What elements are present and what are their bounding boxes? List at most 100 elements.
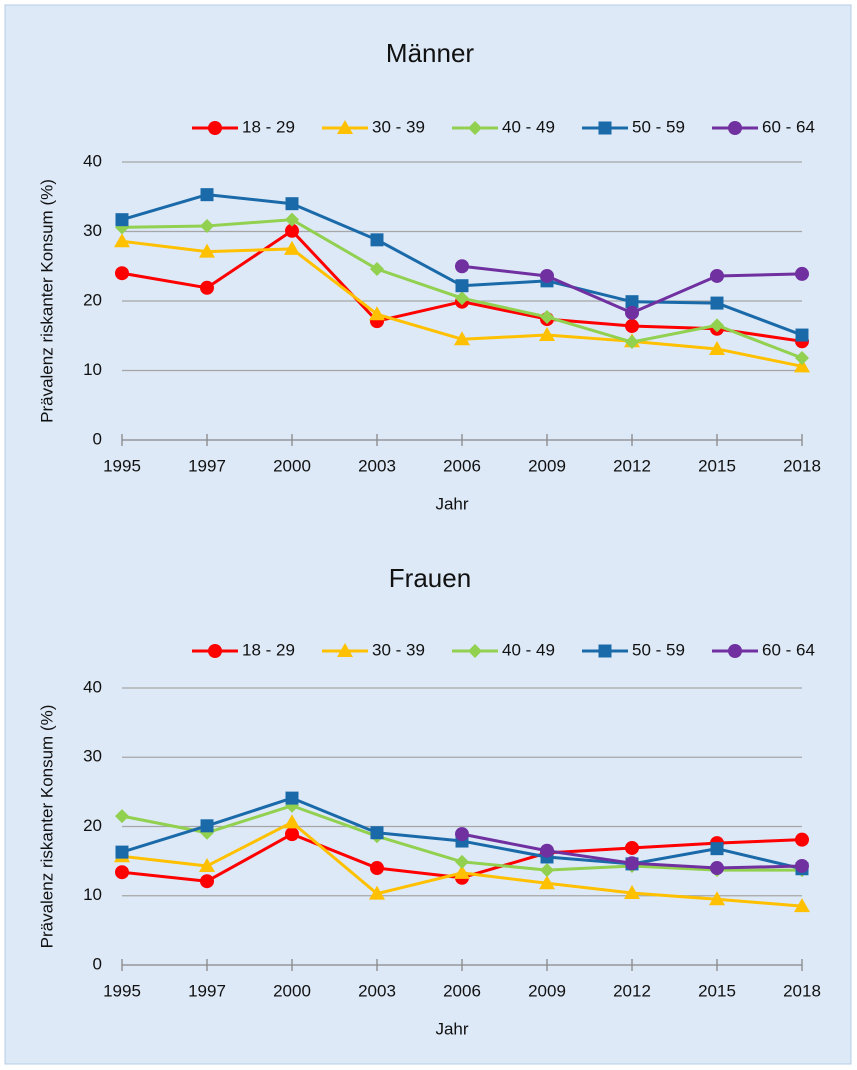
- marker: [370, 262, 384, 277]
- y-axis-title: Prävalenz riskanter Konsum (%): [37, 705, 56, 949]
- x-tick-label: 2009: [528, 456, 566, 475]
- y-axis-title: Prävalenz riskanter Konsum (%): [37, 179, 56, 423]
- legend-label: 50 - 59: [632, 117, 685, 136]
- x-tick-label: 2006: [443, 981, 481, 1000]
- y-tick-label: 10: [83, 360, 102, 379]
- x-tick-label: 2018: [783, 981, 821, 1000]
- x-tick-label: 2018: [783, 456, 821, 475]
- marker: [285, 212, 299, 227]
- legend-marker: [598, 644, 612, 658]
- marker: [540, 863, 554, 878]
- marker: [625, 840, 639, 855]
- background: [4, 4, 852, 1065]
- y-tick-label: 40: [83, 677, 102, 696]
- marker: [199, 857, 215, 872]
- x-tick-label: 2009: [528, 981, 566, 1000]
- chart-title: Männer: [386, 38, 474, 68]
- x-tick-label: 2012: [613, 981, 651, 1000]
- marker: [455, 827, 469, 842]
- x-tick-label: 1997: [188, 981, 226, 1000]
- marker: [794, 358, 810, 373]
- marker: [369, 885, 385, 900]
- y-tick-label: 10: [83, 885, 102, 904]
- marker: [200, 280, 214, 295]
- legend-marker: [598, 121, 612, 135]
- legend-label: 30 - 39: [372, 117, 425, 136]
- marker: [795, 350, 809, 365]
- x-tick-label: 2012: [613, 456, 651, 475]
- marker: [115, 213, 129, 227]
- legend-label: 60 - 64: [762, 117, 815, 136]
- marker: [200, 874, 214, 889]
- y-tick-label: 30: [83, 221, 102, 240]
- marker: [540, 268, 554, 283]
- legend-label: 50 - 59: [632, 640, 685, 659]
- marker: [795, 832, 809, 847]
- x-tick-label: 2015: [698, 456, 736, 475]
- marker: [795, 328, 809, 342]
- marker: [370, 861, 384, 876]
- marker: [710, 842, 724, 856]
- marker: [200, 819, 214, 833]
- marker: [794, 898, 810, 913]
- x-tick-label: 1995: [103, 981, 141, 1000]
- marker: [455, 291, 469, 306]
- marker: [539, 327, 555, 342]
- legend-marker: [468, 644, 482, 658]
- y-tick-label: 30: [83, 747, 102, 766]
- marker: [115, 845, 129, 859]
- marker: [285, 791, 299, 805]
- marker: [455, 279, 469, 293]
- legend-marker: [208, 644, 222, 658]
- marker: [114, 233, 130, 248]
- x-tick-label: 2015: [698, 981, 736, 1000]
- legend-label: 40 - 49: [502, 117, 555, 136]
- legend-label: 18 - 29: [242, 640, 295, 659]
- marker: [200, 218, 214, 233]
- legend-marker: [728, 121, 742, 135]
- y-tick-label: 20: [83, 816, 102, 835]
- marker: [795, 858, 809, 873]
- legend-marker: [728, 644, 742, 658]
- legend-marker: [337, 643, 353, 657]
- chart-title: Frauen: [389, 563, 471, 593]
- x-tick-label: 1995: [103, 456, 141, 475]
- x-axis-title: Jahr: [435, 1019, 468, 1038]
- marker: [455, 259, 469, 274]
- x-axis-title: Jahr: [435, 494, 468, 513]
- marker: [369, 306, 385, 321]
- legend-marker: [337, 120, 353, 134]
- marker: [710, 296, 724, 310]
- legend-marker: [208, 121, 222, 135]
- marker: [284, 240, 300, 255]
- marker: [709, 340, 725, 355]
- legend-label: 30 - 39: [372, 640, 425, 659]
- x-tick-label: 2000: [273, 456, 311, 475]
- marker: [624, 884, 640, 899]
- marker: [285, 197, 299, 211]
- y-tick-label: 20: [83, 290, 102, 309]
- marker: [115, 809, 129, 824]
- legend-label: 60 - 64: [762, 640, 815, 659]
- marker: [455, 854, 469, 869]
- marker: [115, 266, 129, 281]
- marker: [539, 875, 555, 890]
- marker: [285, 827, 299, 842]
- marker: [199, 243, 215, 258]
- x-tick-label: 2003: [358, 981, 396, 1000]
- y-tick-label: 0: [93, 429, 102, 448]
- marker: [625, 856, 639, 871]
- marker: [710, 318, 724, 333]
- marker: [795, 266, 809, 281]
- marker: [284, 814, 300, 829]
- marker: [710, 861, 724, 876]
- marker: [115, 865, 129, 880]
- marker: [200, 188, 214, 202]
- marker: [625, 319, 639, 334]
- legend-label: 18 - 29: [242, 117, 295, 136]
- marker: [625, 295, 639, 309]
- marker: [625, 305, 639, 320]
- marker: [540, 309, 554, 324]
- y-tick-label: 40: [83, 151, 102, 170]
